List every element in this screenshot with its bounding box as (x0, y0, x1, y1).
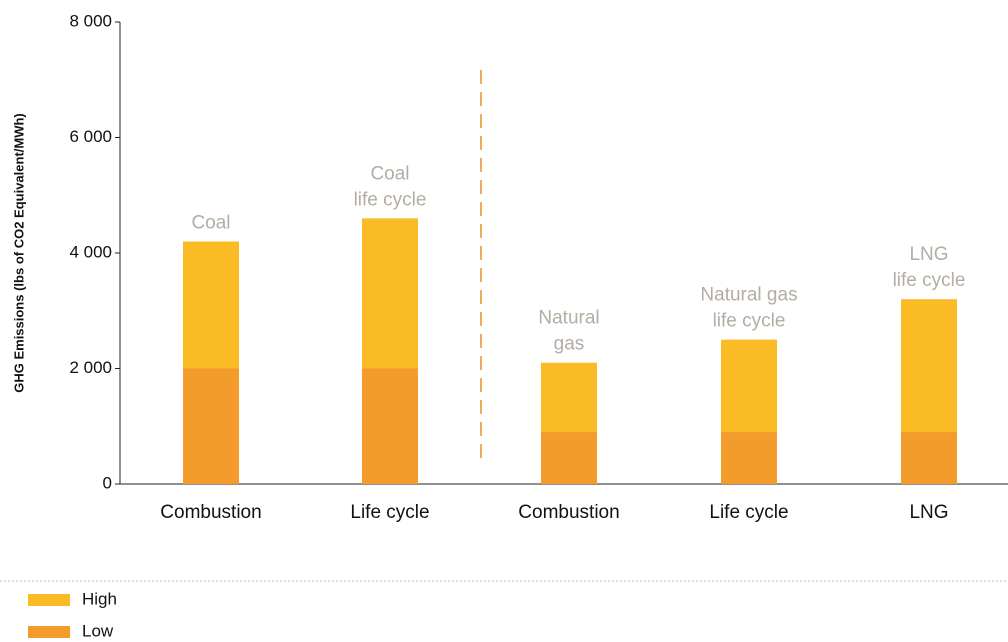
bar-segment (541, 432, 597, 484)
legend-label: High (82, 589, 117, 608)
bar-annotation: gas (554, 334, 585, 355)
legend-label: Low (82, 621, 114, 640)
bar-annotation: Coal (370, 163, 409, 184)
bar-annotation: life cycle (713, 311, 786, 332)
bar-segment (721, 432, 777, 484)
legend-swatch (28, 626, 70, 638)
bar-segment (541, 362, 597, 433)
y-tick-label: 8 000 (69, 11, 112, 30)
bar-annotation: life cycle (893, 270, 966, 291)
y-tick-label: 0 (103, 473, 112, 492)
bar-segment (901, 299, 957, 433)
x-tick-label: Combustion (160, 502, 261, 523)
bar-segment (721, 339, 777, 433)
bar-annotation: LNG (909, 244, 948, 265)
bar-annotation: Natural (538, 308, 599, 329)
bar-annotation: life cycle (354, 189, 427, 210)
bar-segment (362, 368, 418, 484)
y-axis-label: GHG Emissions (lbs of CO2 Equivalent/MWh… (11, 113, 26, 393)
bar-segment (183, 241, 239, 369)
x-tick-label: Combustion (518, 502, 619, 523)
bar-annotation: Natural gas (700, 285, 797, 306)
bar-segment (362, 218, 418, 369)
legend-swatch (28, 594, 70, 606)
y-tick-label: 6 000 (69, 127, 112, 146)
x-tick-label: Life cycle (350, 502, 429, 523)
bar-segment (901, 432, 957, 484)
y-tick-label: 4 000 (69, 242, 112, 261)
x-tick-label: LNG (909, 502, 948, 523)
bar-segment (183, 368, 239, 484)
y-tick-label: 2 000 (69, 358, 112, 377)
bar-annotation: Coal (191, 212, 230, 233)
x-tick-label: Life cycle (709, 502, 788, 523)
